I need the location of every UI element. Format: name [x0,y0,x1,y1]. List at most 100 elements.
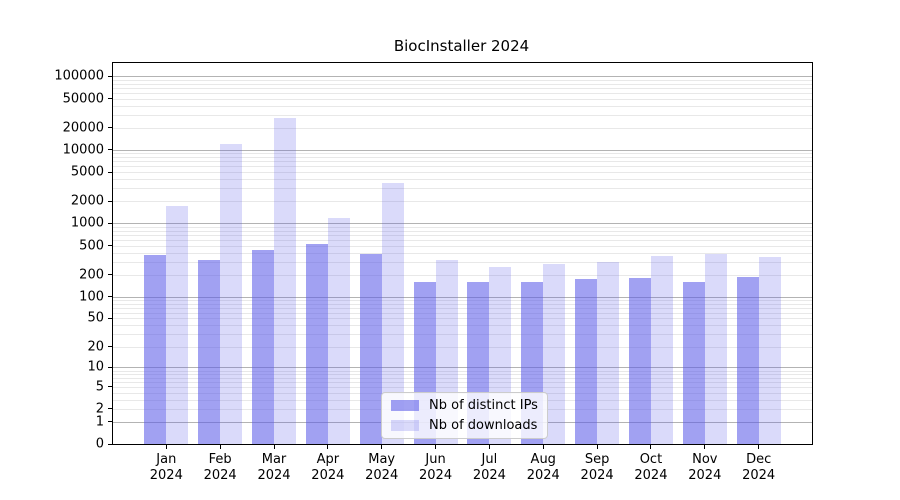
y-tick-label: 2 [95,401,104,417]
minor-gridline [113,377,812,379]
x-tick-label: Apr 2024 [311,452,345,483]
minor-gridline [113,334,812,336]
y-tick-label: 2000 [70,193,104,209]
y-tick-mark [108,366,112,368]
minor-gridline [113,188,812,190]
legend-item-distinct-ips: Nb of distinct IPs [391,398,538,413]
y-tick-mark [108,443,112,445]
y-tick-mark [108,421,112,423]
y-tick-mark [108,127,112,129]
x-tick-label: Oct 2024 [634,452,668,483]
minor-gridline [113,105,812,107]
y-tick-label: 20 [87,339,104,355]
x-tick-mark [165,445,167,449]
minor-gridline [113,230,812,232]
y-tick-label: 50000 [62,91,104,107]
y-tick-label: 5 [95,379,104,395]
minor-gridline [113,274,812,276]
minor-gridline [113,201,812,203]
chart-title: BiocInstaller 2024 [393,37,530,55]
plot-area [108,62,813,449]
x-tick-mark [381,445,383,449]
bar-downloads-may [381,183,404,444]
bar-ips-mar [252,249,274,444]
minor-gridline [113,83,812,85]
bar-downloads-aug [543,263,566,444]
minor-gridline [113,98,812,100]
x-tick-mark [435,445,437,449]
major-gridline [113,367,812,369]
y-tick-label: 10000 [62,142,104,158]
x-tick-label: Nov 2024 [688,452,722,483]
x-tick-mark [704,445,706,449]
bar-downloads-sep [597,261,620,444]
legend-swatch-ips [391,400,419,411]
minor-gridline [113,226,812,228]
x-tick-label: Feb 2024 [203,452,237,483]
y-tick-mark [108,245,112,247]
x-tick-mark [219,445,221,449]
y-tick-mark [108,346,112,348]
x-axis-labels: Jan 2024 Feb 2024 Mar 2024 Apr 2024 May 2024… [112,452,811,492]
y-tick-label: 100000 [54,68,104,84]
bar-downloads-apr [327,217,350,444]
y-tick-mark [108,386,112,388]
bar-ips-jan [144,255,167,444]
bar-downloads-oct [650,255,673,444]
major-gridline [113,149,812,151]
x-tick-mark [596,445,598,449]
x-tick-label: Jun 2024 [419,452,453,483]
legend: Nb of distinct IPs Nb of downloads [381,392,548,439]
minor-gridline [113,87,812,89]
minor-gridline [113,325,812,327]
y-tick-mark [108,222,112,224]
minor-gridline [113,252,812,254]
minor-gridline [113,239,812,241]
bar-ips-apr [305,243,328,444]
y-tick-mark [108,408,112,410]
x-tick-label: Sep 2024 [580,452,614,483]
bar-downloads-dec [758,256,781,444]
minor-gridline [113,346,812,348]
minor-gridline [113,386,812,388]
legend-item-downloads: Nb of downloads [391,418,538,433]
y-tick-label: 1 [95,414,104,430]
y-tick-mark [108,75,112,77]
bar-ips-nov [682,281,705,444]
y-tick-label: 500 [79,238,104,254]
y-tick-label: 5000 [70,164,104,180]
y-tick-mark [108,171,112,173]
y-axis-labels: 0 1 2 5 10 20 50 100 200 500 1000 2000 5000 10000 2000… [0,62,104,451]
y-tick-label: 20000 [62,120,104,136]
major-gridline [113,296,812,298]
minor-gridline [113,172,812,174]
bar-ips-oct [628,277,651,444]
minor-gridline [113,166,812,168]
legend-label-downloads: Nb of downloads [429,418,538,433]
y-tick-label: 100 [79,289,104,305]
bar-ips-may [359,254,382,444]
y-tick-mark [108,200,112,202]
x-tick-label: May 2024 [365,452,399,483]
bar-downloads-feb [220,143,243,444]
minor-gridline [113,373,812,375]
x-tick-label: Aug 2024 [526,452,560,483]
minor-gridline [113,318,812,320]
x-tick-mark [327,445,329,449]
minor-gridline [113,127,812,129]
x-tick-mark [273,445,275,449]
bar-downloads-mar [274,118,296,444]
x-tick-mark [758,445,760,449]
x-tick-label: Jan 2024 [149,452,183,483]
minor-gridline [113,157,812,159]
y-tick-mark [108,274,112,276]
y-tick-label: 200 [79,267,104,283]
minor-gridline [113,370,812,372]
x-tick-mark [650,445,652,449]
legend-label-ips: Nb of distinct IPs [429,398,538,413]
bar-downloads-jan [166,205,189,444]
minor-gridline [113,245,812,247]
minor-gridline [113,79,812,81]
major-gridline [113,223,812,225]
